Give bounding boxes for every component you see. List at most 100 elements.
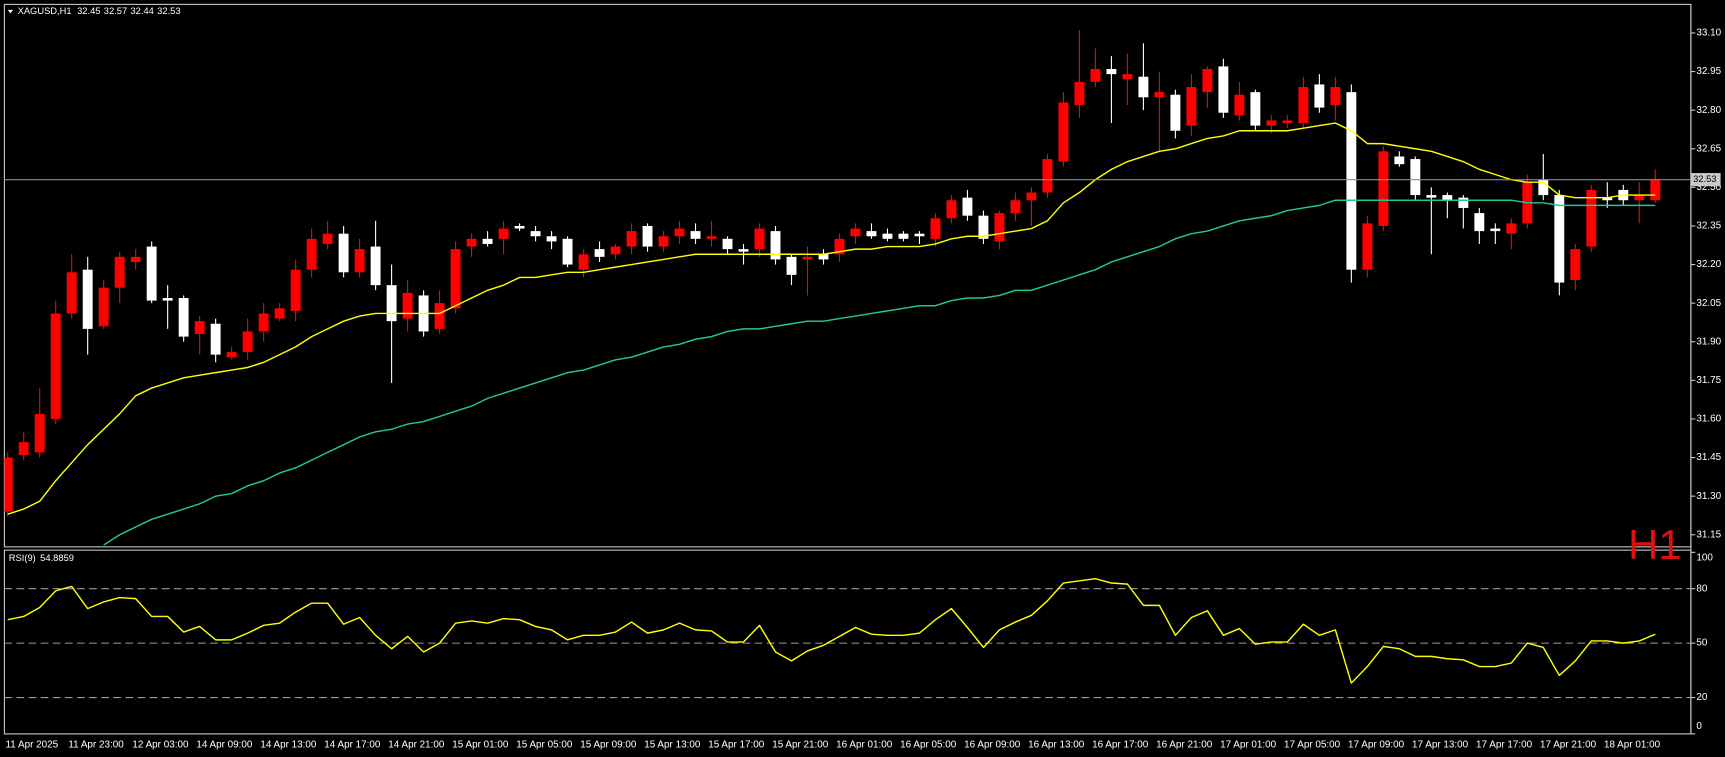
moving-average [7, 122, 1656, 515]
candle-body [114, 256, 125, 288]
candle-body [1026, 192, 1037, 201]
candle-body [914, 233, 925, 237]
y-tick-label: 32.20 [1696, 259, 1721, 270]
candle-body [1298, 87, 1309, 124]
candle-body [1234, 94, 1245, 116]
x-tick-label: 18 Apr 01:00 [1604, 740, 1661, 751]
x-tick-label: 17 Apr 09:00 [1348, 740, 1405, 751]
candle-body [642, 225, 653, 247]
x-tick-label: 14 Apr 13:00 [260, 740, 317, 751]
candle-body [178, 298, 189, 337]
timeframe-watermark: H1 [1628, 521, 1681, 568]
rsi-tick-label: 20 [1696, 692, 1707, 703]
candle-body [1314, 84, 1325, 108]
y-tick-label: 32.50 [1696, 182, 1721, 193]
x-tick-label: 16 Apr 13:00 [1028, 740, 1085, 751]
moving-average [103, 199, 1656, 546]
candle-body [978, 215, 989, 239]
y-tick-label: 32.05 [1696, 298, 1721, 309]
header-high: 32.57 [104, 7, 127, 17]
x-tick-label: 15 Apr 09:00 [580, 740, 637, 751]
candle-body [802, 256, 813, 260]
candle-body [1634, 195, 1645, 201]
x-tick-label: 15 Apr 17:00 [708, 740, 765, 751]
candle-body [18, 442, 29, 455]
candle-body [834, 238, 845, 255]
candle-body [658, 236, 669, 247]
candle-body [290, 269, 301, 311]
candle-body [690, 231, 701, 239]
candle-body [610, 246, 621, 255]
candle-body [1570, 249, 1581, 280]
candle-body [1474, 213, 1485, 232]
y-tick-label: 31.30 [1696, 491, 1721, 502]
candle-body [1506, 223, 1517, 234]
candle-body [146, 246, 157, 301]
candle-body [354, 249, 365, 273]
y-tick-label: 31.45 [1696, 452, 1721, 463]
candle-body [1602, 197, 1613, 201]
header-menu-icon[interactable] [7, 9, 14, 14]
candle-body [370, 246, 381, 286]
x-tick-label: 16 Apr 21:00 [1156, 740, 1213, 751]
y-tick-label: 31.60 [1696, 414, 1721, 425]
candle-body [962, 197, 973, 216]
candle-body [1330, 87, 1341, 106]
x-tick-label: 17 Apr 05:00 [1284, 740, 1341, 751]
header-open: 32.45 [77, 7, 100, 17]
y-tick-label: 31.15 [1696, 529, 1721, 540]
candle-body [1394, 156, 1405, 165]
candle-body [850, 228, 861, 237]
x-tick-label: 14 Apr 09:00 [196, 740, 253, 751]
rsi-line [7, 577, 1656, 684]
rsi-header: RSI(9) 54.8859 [9, 553, 74, 563]
candle-body [1426, 195, 1437, 198]
candle-body [722, 238, 733, 250]
candle-body [770, 231, 781, 260]
candle-body [82, 269, 93, 329]
candle-body [1010, 200, 1021, 214]
candle-body [98, 287, 109, 327]
candle-body [274, 308, 285, 319]
candle-body [546, 236, 557, 242]
candle-body [322, 233, 333, 244]
candle-body [386, 285, 397, 322]
rsi-tick-label: 100 [1696, 552, 1713, 563]
y-tick-label: 31.75 [1696, 375, 1721, 386]
x-tick-label: 15 Apr 01:00 [452, 740, 509, 751]
rsi-plot [4, 577, 1691, 699]
candle-body [1442, 195, 1453, 201]
candle-body [162, 298, 173, 301]
candle-body [786, 256, 797, 275]
candle-body [498, 228, 509, 239]
candle-body [1042, 159, 1053, 193]
candle-body [338, 233, 349, 273]
candle-body [66, 272, 77, 314]
candle-body [1058, 102, 1069, 162]
current-price-label: 32.53 [1693, 174, 1716, 184]
candle-body [1586, 189, 1597, 247]
x-tick-label: 14 Apr 17:00 [324, 740, 381, 751]
candle-body [242, 331, 253, 353]
x-tick-label: 15 Apr 21:00 [772, 740, 829, 751]
candle-body [706, 236, 717, 239]
candle-body [482, 238, 493, 244]
candle-body [1458, 197, 1469, 208]
chart-header: XAGUSD,H1 32.45 32.57 32.44 32.53 [18, 7, 181, 17]
candle-body [946, 200, 957, 219]
candle-body [306, 238, 317, 270]
candle-body [434, 303, 445, 329]
candle-body [530, 231, 541, 237]
candle-body [450, 249, 461, 309]
candle-body [402, 292, 413, 319]
candle-body [1282, 120, 1293, 124]
main-plot [4, 30, 1691, 546]
candle-body [466, 238, 477, 247]
candle-body [1202, 68, 1213, 93]
candle-body [1346, 92, 1357, 270]
candle-body [1538, 179, 1549, 196]
symbol: XAGUSD,H1 [18, 7, 72, 17]
candle-body [994, 213, 1005, 242]
